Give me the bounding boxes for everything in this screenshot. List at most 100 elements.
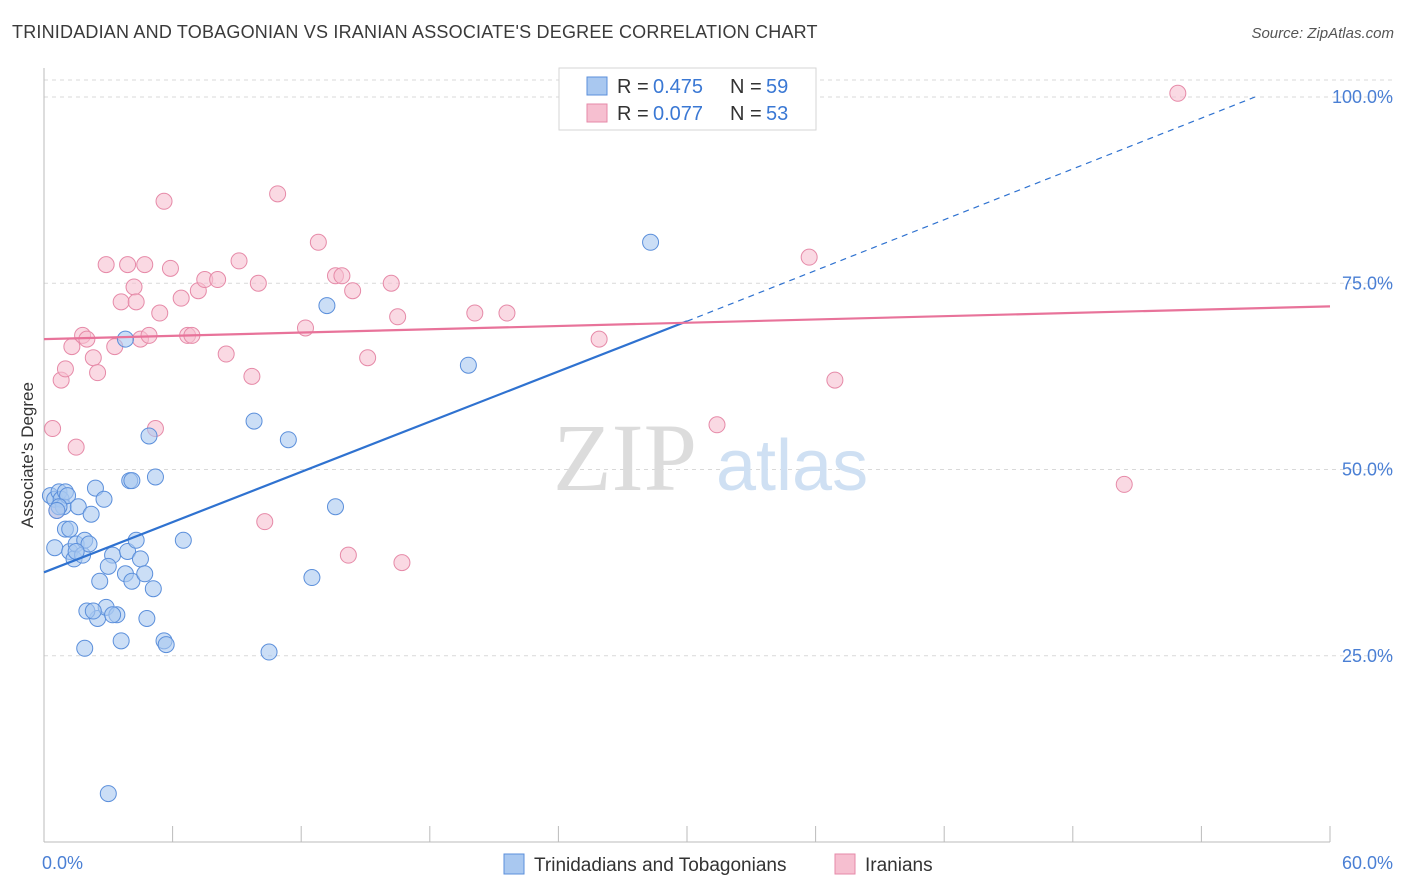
iranians-point — [44, 420, 62, 438]
iranians-point — [826, 371, 844, 389]
x-tick-labels: 0.0% 60.0% — [42, 853, 1393, 873]
trinidadian-point — [91, 572, 109, 590]
iranians-point — [172, 289, 190, 307]
iranians-point — [119, 256, 137, 274]
iranians-point — [155, 192, 173, 210]
trinidadian-point — [48, 501, 66, 519]
iranians-point — [1169, 84, 1187, 102]
iranians-point — [393, 554, 411, 572]
legend-r-label-2: R = — [617, 103, 649, 125]
legend-n-value-1: 59 — [766, 76, 788, 98]
iranians-point — [209, 271, 227, 289]
trinidadian-point — [138, 610, 156, 627]
trinidadian-point — [82, 505, 100, 523]
trinidadian-point — [279, 431, 297, 449]
trinidadian-point — [146, 468, 164, 486]
iranians-point — [136, 256, 154, 274]
trinidadian-point — [326, 498, 344, 516]
trinidadian-point — [99, 785, 117, 803]
iranians-point — [112, 293, 130, 311]
trinidadian-point — [119, 542, 137, 560]
iranians-point — [708, 416, 726, 434]
iranians-point — [590, 330, 608, 348]
trinidadian-point — [642, 233, 660, 251]
iranians-point — [389, 308, 407, 326]
x-tick-label-1: 60.0% — [1342, 853, 1393, 873]
iranians-point — [269, 185, 287, 203]
iranians-point — [161, 259, 179, 277]
iranians-point — [67, 438, 85, 456]
iranians-point — [97, 256, 115, 274]
legend-n-value-2: 53 — [766, 103, 788, 125]
legend-pink-swatch — [586, 103, 608, 123]
iranians-point — [498, 304, 516, 322]
iranians-point — [344, 282, 362, 300]
iranians-point — [127, 293, 145, 311]
trinidadian-point — [95, 490, 113, 508]
trend-lines — [43, 96, 1331, 574]
trinidadian-point — [112, 632, 130, 650]
trinidadian-point — [459, 356, 477, 374]
legend-n-label-2: N = — [730, 103, 762, 125]
iranians-point — [217, 345, 235, 363]
iranians-point — [56, 360, 74, 378]
trinidadian-point — [136, 565, 154, 583]
iranians-points — [44, 84, 1187, 572]
trinidadian-point — [76, 639, 94, 657]
iranians-point — [84, 349, 102, 367]
y-tick-label-2: 75.0% — [1342, 273, 1393, 293]
trinidadian-point — [116, 330, 134, 348]
y-tick-label-0: 25.0% — [1342, 646, 1393, 666]
trinidadian-point — [123, 572, 141, 590]
legend-box: R = 0.475 N = 59 R = 0.077 N = 53 — [558, 67, 817, 131]
trinidadian-point — [303, 569, 321, 587]
y-tick-label-1: 50.0% — [1342, 460, 1393, 480]
trinidadian-point — [260, 643, 278, 661]
legend-n-label-1: N = — [730, 76, 762, 98]
source-label: Source: ZipAtlas.com — [1251, 25, 1394, 42]
trinidadian-point — [99, 557, 117, 575]
watermark-atlas: atlas — [716, 426, 868, 506]
y-tick-labels: 25.0% 50.0% 75.0% 100.0% — [1332, 87, 1393, 666]
trinidadian-point — [59, 487, 77, 505]
bottom-legend-blue-swatch — [503, 853, 525, 875]
iranians-point — [243, 367, 261, 385]
iranians-point — [230, 252, 248, 270]
trinidadian-point — [86, 479, 104, 497]
trinidadian-point — [245, 412, 263, 430]
trinidadian-point — [140, 427, 158, 445]
trinidadian-trend-line — [43, 320, 688, 574]
trinidadian-point — [123, 472, 141, 490]
trinidadian-point — [144, 580, 162, 598]
iranians-point — [309, 233, 327, 251]
trinidadian-point — [84, 602, 102, 620]
x-tick-label-0: 0.0% — [42, 853, 83, 873]
y-axis-label: Associate's Degree — [18, 382, 37, 528]
iranians-point — [256, 513, 274, 531]
iranians-point — [151, 304, 169, 322]
iranians-point — [382, 274, 400, 292]
trinidadian-trend-extension — [686, 96, 1256, 322]
axes — [43, 68, 1331, 843]
trinidadian-point — [80, 535, 98, 553]
iranians-point — [466, 304, 484, 322]
legend-r-value-1: 0.475 — [653, 76, 703, 98]
iranians-point — [1115, 475, 1133, 493]
trinidadian-point — [104, 606, 122, 624]
legend-r-value-2: 0.077 — [653, 103, 703, 125]
iranians-point — [333, 267, 351, 285]
watermark-zip: ZIP — [553, 404, 697, 511]
iranians-point — [249, 274, 267, 292]
iranians-point — [89, 364, 107, 382]
bottom-legend-blue-label: Trinidadians and Tobagonians — [534, 855, 786, 876]
trinidadian-point — [46, 539, 64, 557]
legend-r-label-1: R = — [617, 76, 649, 98]
bottom-legend-pink-label: Iranians — [865, 855, 933, 876]
iranians-point — [339, 546, 357, 564]
iranians-trend-line — [43, 305, 1331, 341]
trinidadian-point — [174, 531, 192, 549]
trinidadian-points — [41, 233, 660, 803]
trinidadian-point — [69, 498, 87, 516]
trinidadian-point — [157, 636, 175, 654]
